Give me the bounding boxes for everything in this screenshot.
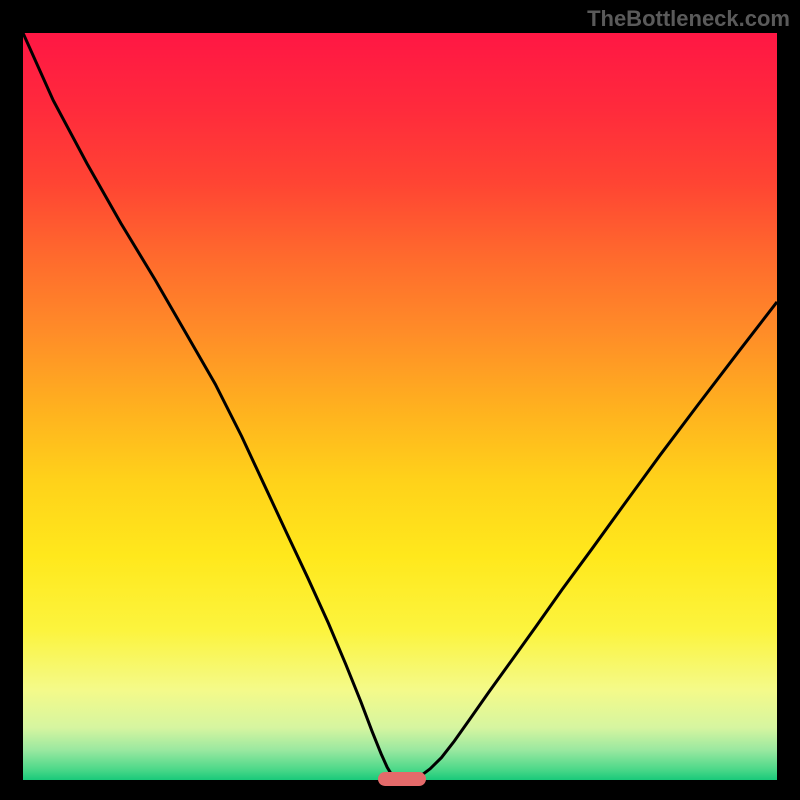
plot-area xyxy=(23,33,777,780)
watermark-text: TheBottleneck.com xyxy=(587,6,790,32)
optimal-marker xyxy=(378,772,426,786)
bottleneck-curve xyxy=(23,33,777,780)
chart-container: TheBottleneck.com xyxy=(0,0,800,800)
curve-path xyxy=(23,33,777,779)
